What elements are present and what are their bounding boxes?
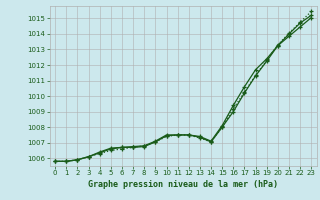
- X-axis label: Graphe pression niveau de la mer (hPa): Graphe pression niveau de la mer (hPa): [88, 180, 278, 189]
